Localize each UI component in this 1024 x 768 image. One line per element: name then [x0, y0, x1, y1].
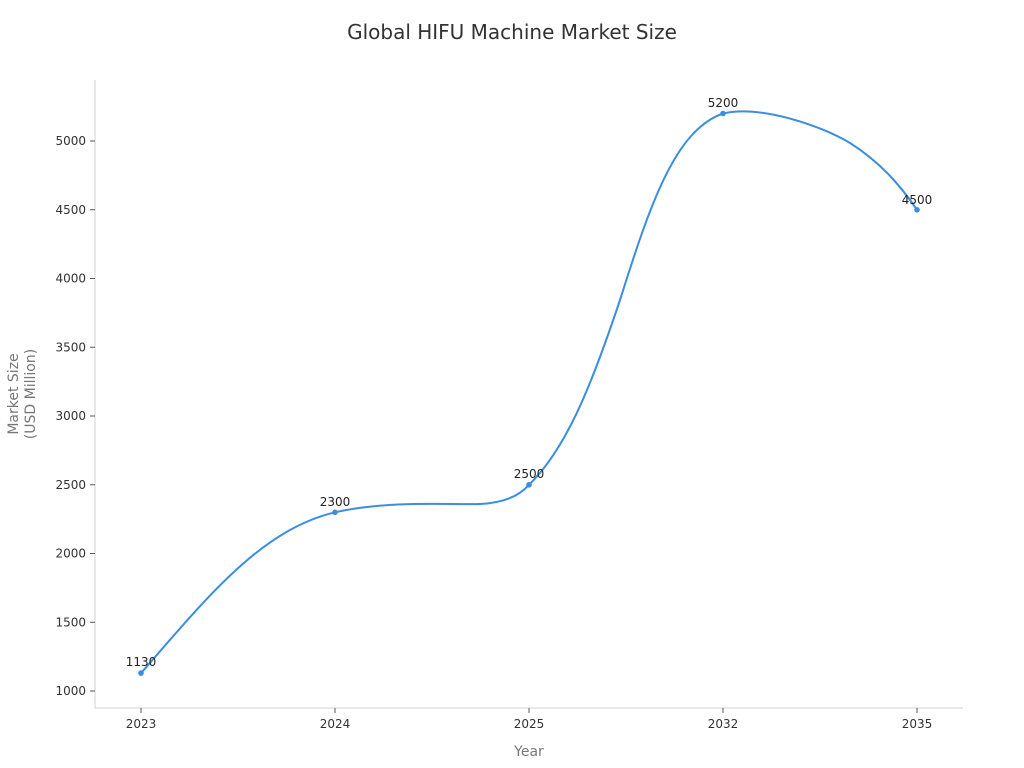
svg-text:(USD Million): (USD Million): [23, 349, 39, 439]
y-axis-title: Market Size (USD Million): [6, 349, 39, 439]
data-point[interactable]: [332, 509, 338, 516]
chart-title: Global HIFU Machine Market Size: [347, 20, 677, 44]
y-tick-label: 1000: [55, 684, 86, 698]
x-tick-label: 2032: [708, 717, 739, 731]
data-point[interactable]: [138, 670, 144, 676]
series-points: [138, 110, 920, 676]
x-tick-label: 2023: [126, 717, 157, 731]
data-label: 2300: [320, 495, 351, 509]
y-tick-label: 4000: [55, 272, 86, 286]
x-axis-title: Year: [513, 744, 544, 760]
y-tick-label: 3500: [55, 340, 86, 354]
y-tick-label: 1500: [55, 615, 86, 629]
data-labels: 1130 2300 2500 5200 4500: [126, 96, 933, 669]
y-tick-label: 4500: [55, 203, 86, 217]
data-label: 2500: [514, 467, 545, 481]
data-point[interactable]: [526, 482, 532, 488]
y-tick-label: 5000: [55, 134, 86, 148]
x-tick-label: 2025: [514, 717, 545, 731]
data-label: 1130: [126, 655, 157, 669]
series-line: [140, 110, 918, 674]
data-label: 5200: [708, 96, 739, 110]
x-tick-label: 2035: [902, 717, 933, 731]
y-tick-label: 2000: [55, 547, 86, 561]
data-label: 4500: [902, 193, 933, 207]
x-axis-ticks: 2023 2024 2025 2032 2035: [126, 708, 933, 731]
data-point[interactable]: [914, 207, 920, 213]
svg-text:Market Size: Market Size: [6, 353, 22, 434]
y-axis-ticks: 1000 1500 2000 2500 3000 3500 4000 4500 …: [55, 134, 95, 698]
y-tick-label: 3000: [55, 409, 86, 423]
x-tick-label: 2024: [320, 717, 351, 731]
data-point[interactable]: [720, 110, 726, 117]
y-tick-label: 2500: [55, 478, 86, 492]
